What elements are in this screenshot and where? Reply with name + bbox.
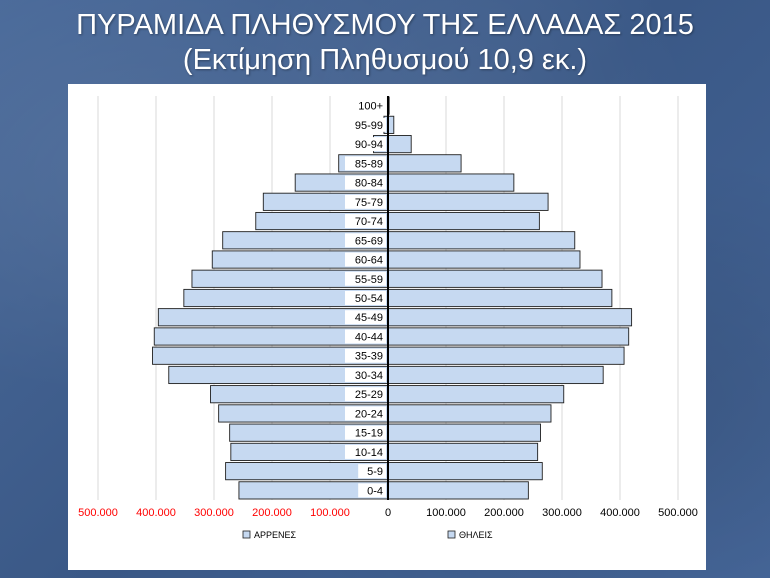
legend-swatch: [447, 530, 456, 539]
category-label: 55-59: [355, 274, 383, 286]
category-label-bg: [345, 117, 386, 132]
x-tick-label: 300.000: [542, 507, 582, 519]
category-label-bg: [358, 464, 386, 479]
bar-female-25-29: [387, 385, 565, 404]
category-label: 65-69: [355, 235, 383, 247]
bar-female-65-69: [387, 231, 576, 250]
category-label-bg: [358, 483, 386, 498]
category-label: 10-14: [355, 447, 383, 459]
bar-female-0-4: [387, 481, 529, 500]
bar-female-80-84: [387, 173, 515, 192]
category-label: 95-99: [355, 120, 383, 132]
category-label-bg: [345, 406, 386, 421]
bar-female-15-19: [387, 423, 541, 442]
category-label-bg: [345, 425, 386, 440]
bar-female-30-34: [387, 365, 604, 385]
category-label: 25-29: [355, 389, 383, 401]
category-label-bg: [345, 329, 386, 344]
bar-female-50-54: [387, 288, 613, 308]
x-tick-label: 500.000: [658, 507, 698, 519]
title-line-2: (Εκτίμηση Πληθυσμού 10,9 εκ.): [182, 44, 588, 76]
category-label-bg: [345, 367, 386, 382]
x-tick-label: 200.000: [484, 507, 524, 519]
bar-female-45-49: [387, 308, 633, 327]
bar-female-70-74: [387, 211, 540, 231]
chart-panel: 100+ 95-99 90-94 85-89 80-84 75-79 70-74 65-69 6…: [68, 84, 706, 570]
category-label: 70-74: [355, 216, 383, 228]
legend: ΑΡΡΕΝΕΣ ΘΗΛΕΙΣ: [242, 530, 493, 540]
category-label: 35-39: [355, 351, 383, 363]
bar-female-20-24: [387, 404, 552, 423]
category-label-bg: [345, 310, 386, 325]
category-label-bg: [345, 444, 386, 459]
category-label-bg: [345, 252, 386, 267]
category-label-bg: [345, 233, 386, 248]
category-label: 15-19: [355, 428, 383, 440]
category-label: 5-9: [367, 466, 383, 478]
category-label: 75-79: [355, 197, 383, 209]
category-label-bg: [345, 348, 386, 363]
x-tick-label: 400.000: [136, 507, 176, 519]
x-tick-label: 0: [385, 507, 391, 519]
bar-female-60-64: [387, 250, 581, 269]
bar-female-35-39: [387, 346, 625, 365]
x-tick-label: 300.000: [194, 507, 234, 519]
category-label: 85-89: [355, 158, 383, 170]
category-label: 50-54: [355, 293, 383, 305]
category-label-bg: [345, 291, 386, 305]
slide-title: ΠΥΡΑΜΙΔΑ ΠΛΗΘΥΣΜΟΥ ΤΗΣ ΕΛΛΑΔΑΣ 2015 (Εκτ…: [0, 8, 770, 78]
population-pyramid-chart: 100+ 95-99 90-94 85-89 80-84 75-79 70-74 65-69 6…: [78, 96, 698, 540]
category-label-bg: [345, 194, 386, 209]
x-tick-label: 500.000: [78, 507, 118, 519]
bar-female-40-44: [387, 327, 630, 346]
x-tick-label: 400.000: [600, 507, 640, 519]
category-label: 100+: [358, 101, 383, 113]
category-label: 80-84: [355, 178, 383, 190]
bars: [152, 96, 633, 500]
category-label: 20-24: [355, 408, 383, 420]
legend-label: ΑΡΡΕΝΕΣ: [254, 530, 297, 540]
x-tick-label: 200.000: [252, 507, 292, 519]
category-label: 45-49: [355, 312, 383, 324]
x-tick-label: 100.000: [310, 507, 350, 519]
category-label-bg: [345, 387, 386, 402]
bar-female-90-94: [387, 135, 412, 154]
x-tick-labels: 500.000 400.000 300.000 200.000 100.000 0 100.…: [78, 507, 698, 519]
category-label: 90-94: [355, 139, 383, 151]
category-label: 0-4: [367, 485, 383, 497]
legend-swatch: [242, 530, 251, 539]
bar-female-75-79: [387, 192, 549, 211]
category-label: 30-34: [355, 370, 383, 382]
category-labels: 100+ 95-99 90-94 85-89 80-84 75-79 70-74 65-69 6…: [345, 98, 386, 498]
x-tick-label: 100.000: [426, 507, 466, 519]
bar-female-10-14: [387, 442, 539, 461]
title-line-1: ΠΥΡΑΜΙΔΑ ΠΛΗΘΥΣΜΟΥ ΤΗΣ ΕΛΛΑΔΑΣ 2015: [76, 9, 694, 41]
bar-female-85-89: [387, 154, 462, 173]
category-label-bg: [345, 137, 386, 152]
bar-female-55-59: [387, 269, 603, 288]
category-label-bg: [345, 156, 386, 171]
bar-female-5-9: [387, 462, 543, 481]
category-label-bg: [351, 98, 386, 113]
category-label-bg: [345, 214, 386, 229]
category-label: 40-44: [355, 331, 383, 343]
category-label-bg: [345, 271, 386, 286]
category-label-bg: [345, 175, 386, 190]
category-label: 60-64: [355, 255, 383, 267]
legend-label: ΘΗΛΕΙΣ: [459, 530, 493, 540]
